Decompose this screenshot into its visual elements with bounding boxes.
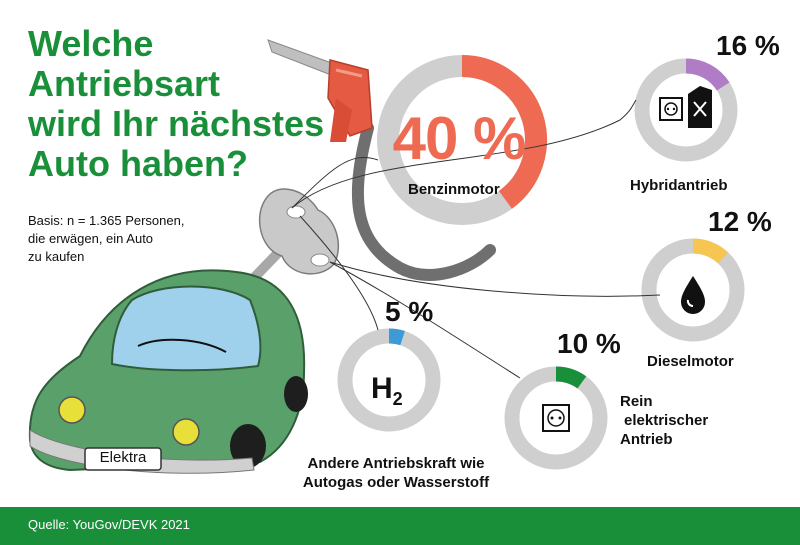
license-plate: Elektra (99, 449, 147, 466)
hydrogen-icon: H2 (371, 372, 403, 410)
category-label-diesel: Dieselmotor (647, 352, 734, 371)
donut-segment-andere (388, 328, 405, 346)
chart-title: Welche Antriebsart wird Ihr nächstes Aut… (28, 24, 324, 184)
category-label-line: Andere Antriebskraft wie (307, 455, 485, 472)
category-label-andere: Andere Antriebskraft wie Autogas oder Wa… (296, 454, 496, 492)
footer-bar: Quelle: YouGov/DEVK 2021 (0, 507, 800, 545)
title-line: wird Ihr nächstes (28, 103, 325, 144)
value-label-hybrid: 16 % (716, 30, 780, 61)
category-label-line: Rein (620, 393, 653, 410)
category-label-elektro: Rein elektrischer Antrieb (620, 392, 708, 449)
connector-strings (291, 99, 661, 379)
category-label-line: Hybridantrieb (630, 177, 728, 194)
car-icon (28, 269, 308, 474)
donut-segment-elektro (555, 366, 587, 389)
basis-line: zu kaufen (28, 249, 85, 264)
donut-segment-benzin (461, 55, 547, 209)
source-note: Quelle: YouGov/DEVK 2021 (28, 517, 190, 532)
title-line: Welche (28, 23, 154, 64)
fuel-hose (351, 122, 496, 281)
donut-rings (337, 55, 745, 470)
category-label-line: Dieselmotor (647, 353, 734, 370)
wind-up-key-icon (245, 188, 340, 287)
power-socket-icon (542, 404, 570, 432)
basis-line: die erwägen, ein Auto (28, 231, 154, 246)
category-label-line: Antrieb (620, 431, 673, 448)
category-label-line: elektrischer (624, 412, 709, 429)
value-label-elektro: 10 % (557, 328, 621, 359)
title-line: Antriebsart (28, 63, 221, 104)
category-label-line: Autogas oder Wasserstoff (302, 474, 490, 491)
power-socket-icon (659, 97, 683, 121)
donut-segment-hybrid (685, 58, 730, 91)
basis-note: Basis: n = 1.365 Personen, die erwägen, … (28, 212, 184, 266)
value-label-andere: 5 % (385, 296, 434, 327)
value-label-diesel: 12 % (708, 206, 772, 237)
category-label-line: Benzinmotor (408, 181, 500, 198)
fuel-canister-icon (688, 86, 712, 128)
category-label-benzin: Benzinmotor (408, 180, 500, 199)
category-label-hybrid: Hybridantrieb (630, 176, 728, 195)
title-line: Auto haben? (28, 143, 248, 184)
hydrogen-symbol: H (371, 372, 393, 405)
value-label-benzin: 40 % (392, 105, 527, 172)
oil-drop-icon (681, 276, 705, 314)
donut-segment-diesel (692, 238, 729, 264)
hydrogen-subscript: 2 (392, 389, 403, 409)
fuel-nozzle-icon (267, 39, 373, 142)
basis-line: Basis: n = 1.365 Personen, (28, 213, 185, 228)
